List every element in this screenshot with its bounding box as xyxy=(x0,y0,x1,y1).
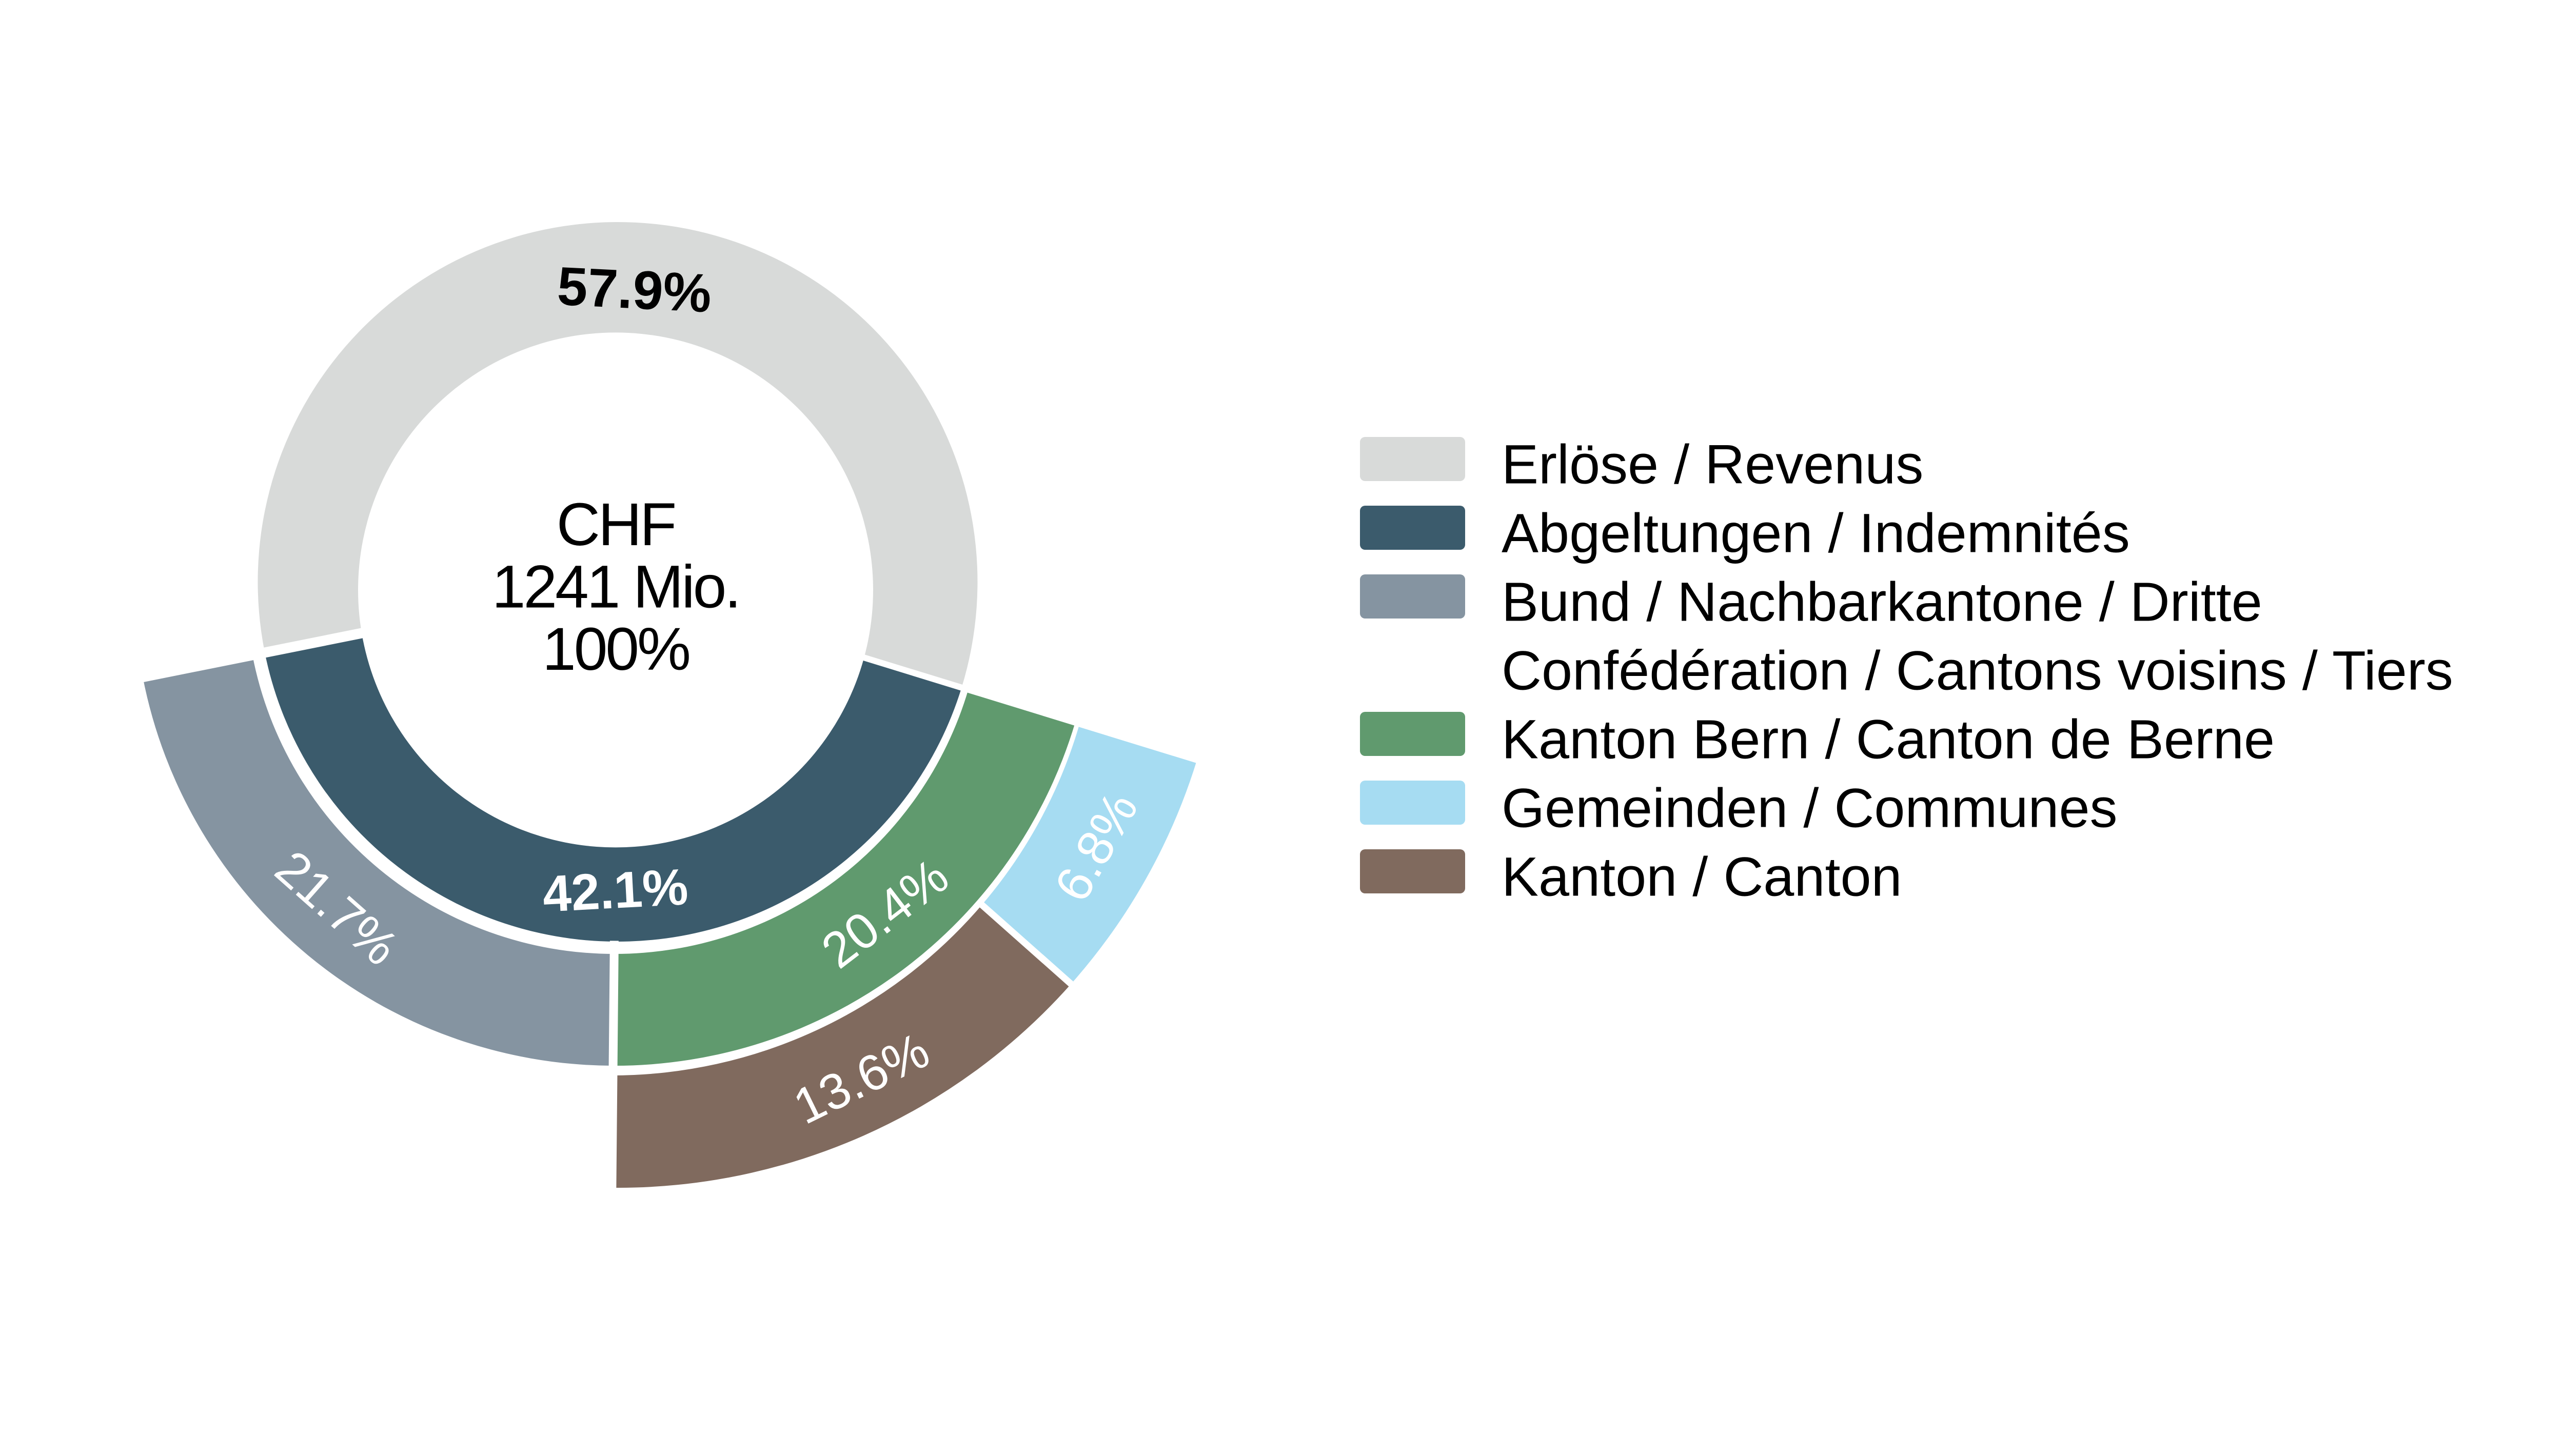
svg-text:Gemeinden / Communes: Gemeinden / Communes xyxy=(1502,777,2118,839)
svg-text:Confédération / Cantons voisin: Confédération / Cantons voisins / Tiers xyxy=(1502,640,2453,702)
svg-text:1241 Mio.: 1241 Mio. xyxy=(492,553,739,621)
svg-text:Abgeltungen / Indemnités: Abgeltungen / Indemnités xyxy=(1502,502,2130,564)
svg-text:42.1%: 42.1% xyxy=(541,858,689,923)
svg-text:Kanton Bern / Canton de Berne: Kanton Bern / Canton de Berne xyxy=(1502,708,2275,770)
svg-text:100%: 100% xyxy=(542,615,689,683)
svg-text:CHF: CHF xyxy=(557,491,675,559)
svg-text:Kanton / Canton: Kanton / Canton xyxy=(1502,846,1902,908)
svg-text:Erlöse / Revenus: Erlöse / Revenus xyxy=(1502,433,1923,495)
svg-text:Bund / Nachbarkantone / Dritte: Bund / Nachbarkantone / Dritte xyxy=(1502,571,2262,633)
svg-text:57.9%: 57.9% xyxy=(556,256,713,324)
